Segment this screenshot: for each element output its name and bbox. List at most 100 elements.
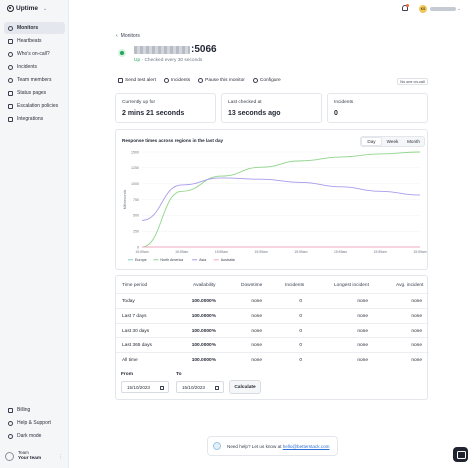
column-header: Incidents [285,283,305,288]
x-tick-label: 15:59am [135,250,148,254]
column-header: Availability [193,283,216,288]
column-header: Time period [122,283,148,288]
sidebar-bottom-nav: Billing Help & Support Dark mode [4,404,65,443]
y-tick-label: 250 [133,229,139,233]
to-label: To [176,372,182,377]
pause-monitor-button[interactable]: Pause this monitor [198,78,245,83]
legend-label: Australia [221,258,235,262]
brand-switcher[interactable]: Uptime ⌄ [7,5,47,12]
x-tick-label: 15:59am [374,250,387,254]
sidebar-item-status-pages[interactable]: Status pages [4,87,65,99]
sidebar-item-label: Integrations [17,116,44,122]
y-tick-label: 500 [133,214,139,218]
integrations-icon [8,116,13,122]
team-label: Team [18,450,29,455]
table-cell: Last 30 days [122,328,150,334]
table-cell: 100.0000% [191,328,216,334]
phone-icon [8,51,13,57]
user-name-redacted[interactable] [430,7,456,11]
check-frequency: Checked every 30 seconds [144,58,203,63]
help-email-link[interactable]: hello@betterstack.com [282,443,330,449]
column-header: Downtime [241,283,263,288]
availability-card: Time period Availability Downtime Incide… [115,275,429,400]
table-row: Last 7 days 100.0000% none 0 none none [116,307,429,323]
legend-label: Europe [135,258,147,262]
chart-title: Response times across regions in the las… [122,138,224,143]
back-to-monitors-link[interactable]: ‹ Monitors [116,33,140,39]
last-checked-card: Last checked at 13 seconds ago [221,93,322,123]
sidebar-item-heartbeats[interactable]: Heartbeats [4,35,65,47]
series-line-north-america [141,151,421,248]
help-text: Need help? Let us know at hello@betterst… [227,444,329,449]
sidebar-item-billing[interactable]: Billing [4,404,65,416]
table-cell: 100.0000% [191,299,216,304]
y-axis-label: Milliseconds [123,190,127,210]
y-tick-label: 1250 [131,166,139,170]
monitor-title: :5066 [134,44,217,55]
sidebar-item-integrations[interactable]: Integrations [4,113,65,125]
monitor-subtitle: Up · Checked every 30 seconds [134,58,202,63]
table-cell: Last 7 days [122,313,147,319]
table-cell: none [251,299,262,304]
stat-value: 13 seconds ago [228,110,281,117]
team-text: Team Your team [18,450,41,462]
monitor-title-suffix: :5066 [191,44,217,55]
sidebar-item-label: Escalation policies [17,103,59,109]
action-label: Configure [259,78,281,83]
help-text-label: Need help? Let us know at [227,443,282,449]
send-test-alert-button[interactable]: Send test alert [118,78,156,83]
table-row: Last 30 days 100.0000% none 0 none none [116,322,429,338]
table-cell: none [357,299,368,304]
incidents-button[interactable]: Incidents [163,78,190,83]
status-page-icon [8,90,13,96]
period-month-button[interactable]: Month [407,139,420,144]
sidebar-item-dark-mode[interactable]: Dark mode [4,430,65,442]
action-label: Pause this monitor [205,78,245,83]
calculate-button[interactable]: Calculate [229,380,261,394]
sidebar-item-team-members[interactable]: Team members [4,74,65,86]
monitor-actions: Send test alert Incidents Pause this mon… [118,78,281,83]
team-name: Your team [18,456,42,461]
sidebar-item-help[interactable]: Help & Support [4,417,65,429]
sidebar-item-on-call[interactable]: Who's on-call? [4,48,65,60]
sidebar-item-label: Dark mode [17,433,42,439]
chat-button[interactable] [453,447,468,462]
table-row: Today 100.0000% none 0 none none [116,293,429,308]
table-cell: All time [122,358,138,364]
back-link-label: Monitors [120,33,140,39]
table-cell: none [357,328,368,334]
user-avatar[interactable]: KS [419,5,427,13]
sidebar-item-escalation-policies[interactable]: Escalation policies [4,100,65,112]
table-cell: 0 [299,328,302,334]
from-date-input[interactable]: 15/10/2023 [121,381,169,393]
moon-icon [8,433,13,439]
team-switcher[interactable]: Team Your team [5,450,41,462]
sidebar-item-incidents[interactable]: Incidents [4,61,65,73]
sidebar: Uptime ⌄ Monitors Heartbeats Who's on-ca… [0,0,69,468]
more-icon[interactable]: ⋮ [58,454,63,460]
sidebar-item-label: Incidents [17,64,38,70]
on-call-button[interactable]: No one on-call [397,78,428,85]
table-cell: none [411,343,422,349]
sidebar-item-label: Billing [17,407,31,413]
pause-icon [198,78,204,83]
configure-button[interactable]: Configure [252,78,281,83]
chevron-down-icon[interactable]: ⌄ [457,6,461,11]
to-date-input[interactable]: 15/10/2023 [176,381,224,393]
gear-icon [252,78,258,83]
period-week-button[interactable]: Week [386,139,399,144]
sidebar-item-label: Help & Support [17,420,51,426]
table-cell: none [251,343,262,349]
chevron-down-icon: ⌄ [43,5,48,12]
shield-icon [163,78,169,83]
table-row: All time 100.0000% none 0 none none [116,352,429,367]
calendar-icon [215,386,219,390]
bell-icon[interactable] [402,5,408,11]
notification-dot [406,4,409,7]
sidebar-item-monitors[interactable]: Monitors [4,22,65,34]
billing-icon [8,407,13,413]
y-tick-label: 1000 [131,182,139,186]
table-cell: 100.0000% [191,313,216,319]
period-day-button[interactable]: Day [361,137,382,146]
sidebar-item-label: Heartbeats [17,38,42,44]
